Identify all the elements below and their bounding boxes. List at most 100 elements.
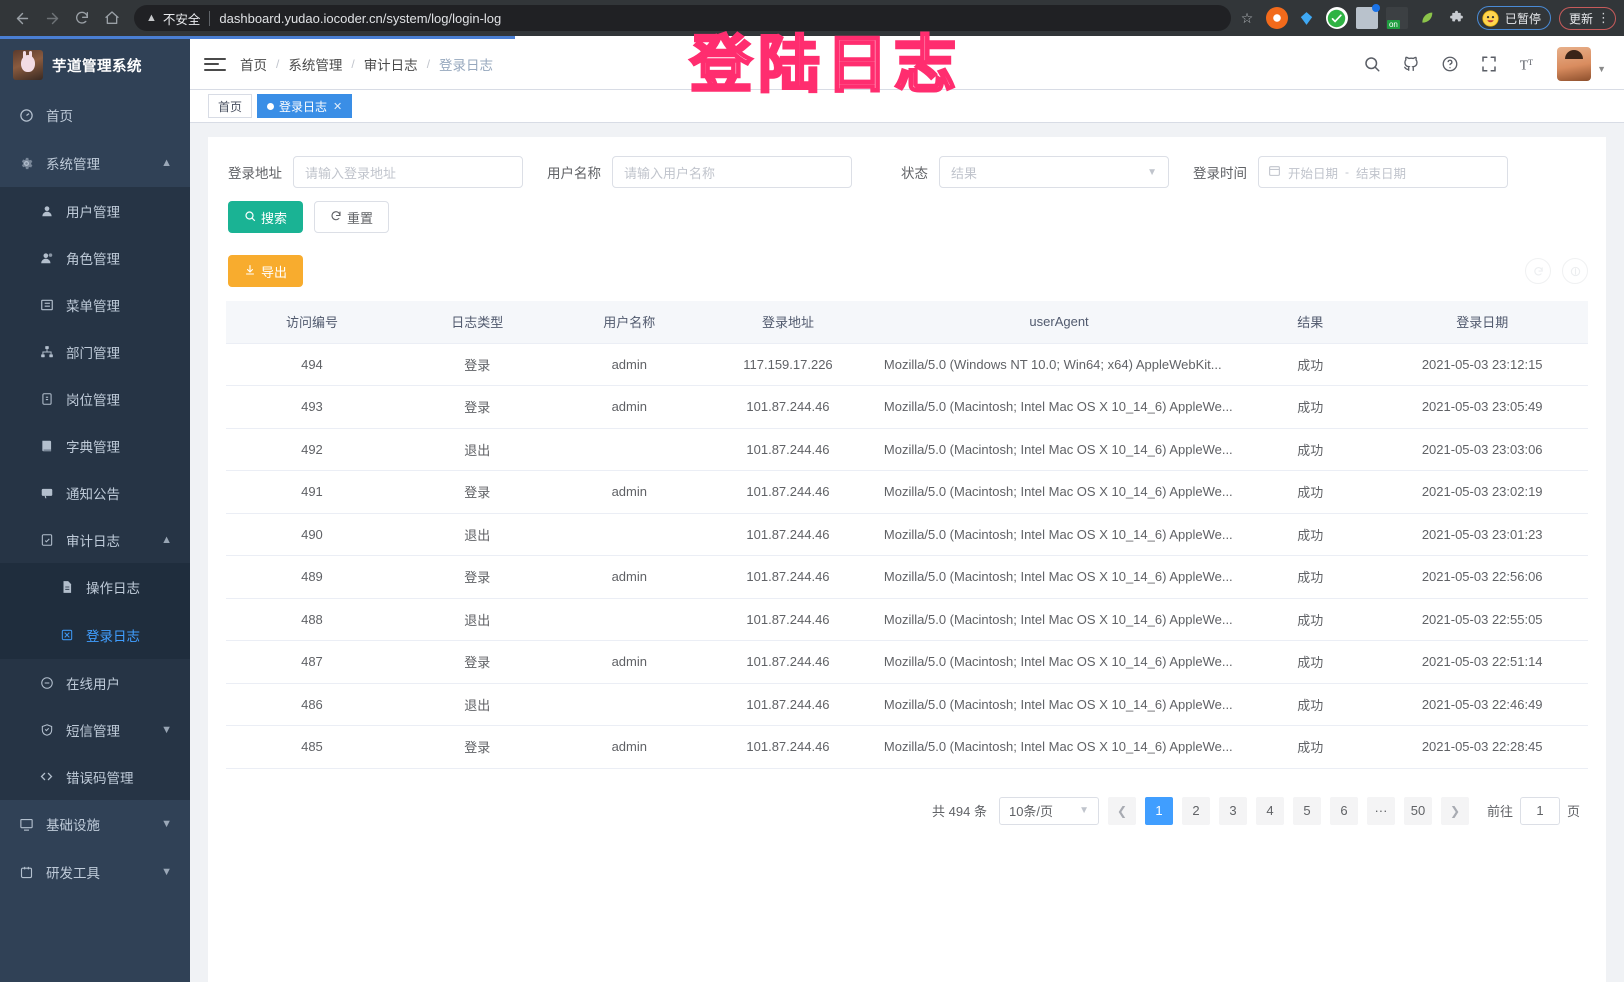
col-header-ip: 登录地址	[702, 301, 874, 344]
page-button-3[interactable]: 3	[1218, 796, 1247, 825]
avatar[interactable]	[1557, 47, 1592, 81]
search-icon	[244, 210, 256, 225]
table-row[interactable]: 485 登录 admin 101.87.244.46 Mozilla/5.0 (Maci…	[226, 725, 1588, 769]
page-ellipsis[interactable]: ···	[1366, 796, 1395, 825]
extension-icon-blue-doc[interactable]	[1355, 4, 1380, 29]
sidebar-item-user-mgmt[interactable]: 用户管理	[0, 187, 190, 234]
sidebar-item-dict-mgmt[interactable]: 字典管理	[0, 422, 190, 469]
search-form: 登录地址 请输入登录地址 用户名称 请输入用户名称 状态 结果 ▼	[226, 153, 1588, 204]
page-button-4[interactable]: 4	[1255, 796, 1284, 825]
table-row[interactable]: 487 登录 admin 101.87.244.46 Mozilla/5.0 (Maci…	[226, 640, 1588, 684]
cell-ip: 101.87.244.46	[702, 513, 874, 556]
menu-list-icon	[38, 298, 55, 312]
extension-icon-puzzle[interactable]	[1446, 7, 1468, 29]
table-row[interactable]: 492 退出 101.87.244.46 Mozilla/5.0 (Macintosh…	[226, 428, 1588, 471]
page-button-2[interactable]: 2	[1181, 796, 1210, 825]
sidebar-item-online-user[interactable]: 在线用户	[0, 659, 190, 706]
address-bar[interactable]: ▲ 不安全 dashboard.yudao.iocoder.cn/system/…	[134, 5, 1231, 31]
status-select[interactable]: 结果 ▼	[939, 156, 1169, 188]
cell-date: 2021-05-03 23:01:23	[1376, 513, 1588, 556]
username-input[interactable]: 请输入用户名称	[612, 156, 852, 188]
sidebar-item-operate-log[interactable]: 操作日志	[0, 563, 190, 611]
table-row[interactable]: 490 退出 101.87.244.46 Mozilla/5.0 (Macintosh…	[226, 513, 1588, 556]
next-page-button[interactable]: ❯	[1440, 796, 1469, 825]
sidebar-item-dept-mgmt[interactable]: 部门管理	[0, 328, 190, 375]
kebab-menu-icon[interactable]: ⋮	[1597, 10, 1610, 26]
cell-useragent: Mozilla/5.0 (Macintosh; Intel Mac OS X 1…	[873, 683, 1245, 726]
extension-icon-leaf[interactable]	[1416, 7, 1438, 29]
login-time-daterange[interactable]: 开始日期 - 结束日期	[1258, 156, 1508, 188]
jump-suffix-label: 页	[1566, 804, 1580, 819]
chevron-down-icon[interactable]: ▼	[1597, 64, 1606, 74]
cell-type: 登录	[397, 385, 557, 429]
update-button[interactable]: 更新 ⋮	[1558, 6, 1616, 30]
extension-paused-badge[interactable]: 已暂停	[1476, 6, 1551, 30]
cell-date: 2021-05-03 22:46:49	[1376, 683, 1588, 726]
jump-page-input[interactable]: 1	[1519, 796, 1560, 825]
cell-id: 487	[226, 640, 398, 684]
sidebar-item-login-log[interactable]: 登录日志	[0, 611, 190, 659]
table-row[interactable]: 488 退出 101.87.244.46 Mozilla/5.0 (Macintosh…	[226, 598, 1588, 641]
close-icon[interactable]: ✕	[333, 100, 343, 113]
page-button-1[interactable]: 1	[1144, 796, 1173, 825]
export-button[interactable]: 导出	[228, 255, 304, 287]
sidebar-item-infrastructure[interactable]: 基础设施 ▼	[0, 800, 190, 848]
sidebar-item-sms-mgmt[interactable]: 短信管理 ▼	[0, 706, 190, 753]
page-button-6[interactable]: 6	[1329, 796, 1358, 825]
tag-item-login-log[interactable]: 登录日志 ✕	[257, 94, 353, 118]
pagination: 共 494 条 10条/页 ▼ ❮ 1 2 3 4 5 6 ··· 50 ❯	[226, 796, 1588, 825]
page-button-50[interactable]: 50	[1403, 796, 1432, 825]
sidebar-item-notice[interactable]: 通知公告	[0, 469, 190, 516]
search-icon[interactable]	[1362, 54, 1382, 74]
extension-icon-diamond[interactable]	[1296, 7, 1318, 29]
cell-date: 2021-05-03 23:05:49	[1376, 385, 1588, 429]
column-settings-icon[interactable]	[1562, 258, 1588, 284]
forward-arrow-icon[interactable]	[38, 4, 66, 32]
breadcrumb-item-system[interactable]: 系统管理	[288, 58, 343, 73]
extension-icon-green-check[interactable]	[1325, 7, 1348, 29]
bookmark-star-icon[interactable]: ☆	[1240, 9, 1254, 26]
tag-item-home[interactable]: 首页	[208, 94, 253, 118]
breadcrumb: 首页 / 系统管理 / 审计日志 / 登录日志	[240, 54, 493, 74]
sidebar-item-role-mgmt[interactable]: 角色管理	[0, 234, 190, 281]
hamburger-menu-icon[interactable]	[204, 54, 226, 74]
page-size-select[interactable]: 10条/页 ▼	[998, 796, 1099, 825]
sidebar-item-post-mgmt[interactable]: 岗位管理	[0, 375, 190, 422]
sidebar-logo[interactable]: 芋道管理系统	[0, 39, 190, 91]
login-address-input[interactable]: 请输入登录地址	[293, 156, 523, 188]
github-icon[interactable]	[1401, 54, 1421, 74]
sidebar-item-dev-tools[interactable]: 研发工具 ▼	[0, 848, 190, 896]
start-date-input[interactable]: 开始日期	[1288, 166, 1339, 181]
end-date-input[interactable]: 结束日期	[1356, 166, 1407, 181]
refresh-table-icon[interactable]	[1525, 258, 1551, 284]
help-circle-icon[interactable]	[1440, 54, 1460, 74]
breadcrumb-item-home[interactable]: 首页	[240, 58, 267, 73]
table-row[interactable]: 489 登录 admin 101.87.244.46 Mozilla/5.0 (Maci…	[226, 555, 1588, 599]
table-row[interactable]: 491 登录 admin 101.87.244.46 Mozilla/5.0 (Maci…	[226, 470, 1588, 514]
extension-icon-on-badge[interactable]: on	[1385, 7, 1408, 29]
table-row[interactable]: 486 退出 101.87.244.46 Mozilla/5.0 (Macintosh…	[226, 683, 1588, 726]
reload-icon[interactable]	[68, 4, 96, 32]
sidebar-item-home[interactable]: 首页	[0, 91, 190, 139]
extension-icon-orange[interactable]	[1265, 7, 1288, 29]
search-button[interactable]: 搜索	[228, 201, 304, 233]
reset-button[interactable]: 重置	[314, 201, 390, 233]
home-icon[interactable]	[98, 4, 126, 32]
table-row[interactable]: 493 登录 admin 101.87.244.46 Mozilla/5.0 (Maci…	[226, 385, 1588, 429]
prev-page-button[interactable]: ❮	[1107, 796, 1136, 825]
cell-result: 成功	[1244, 385, 1377, 429]
page-button-5[interactable]: 5	[1292, 796, 1321, 825]
sidebar-item-system[interactable]: 系统管理 ▲	[0, 139, 190, 187]
table-header-row: 访问编号 日志类型 用户名称 登录地址 userAgent 结果 登录日期	[226, 301, 1588, 344]
col-header-result: 结果	[1244, 301, 1377, 344]
cell-type: 退出	[397, 428, 557, 471]
breadcrumb-item-audit[interactable]: 审计日志	[363, 58, 418, 73]
fullscreen-icon[interactable]	[1479, 54, 1499, 74]
table-row[interactable]: 494 登录 admin 117.159.17.226 Mozilla/5.0 (Win…	[226, 343, 1588, 386]
sidebar-item-audit-log[interactable]: 审计日志 ▲	[0, 516, 190, 563]
sidebar-item-menu-mgmt[interactable]: 菜单管理	[0, 281, 190, 328]
sidebar-item-error-code[interactable]: 错误码管理	[0, 753, 190, 800]
back-arrow-icon[interactable]	[8, 4, 36, 32]
